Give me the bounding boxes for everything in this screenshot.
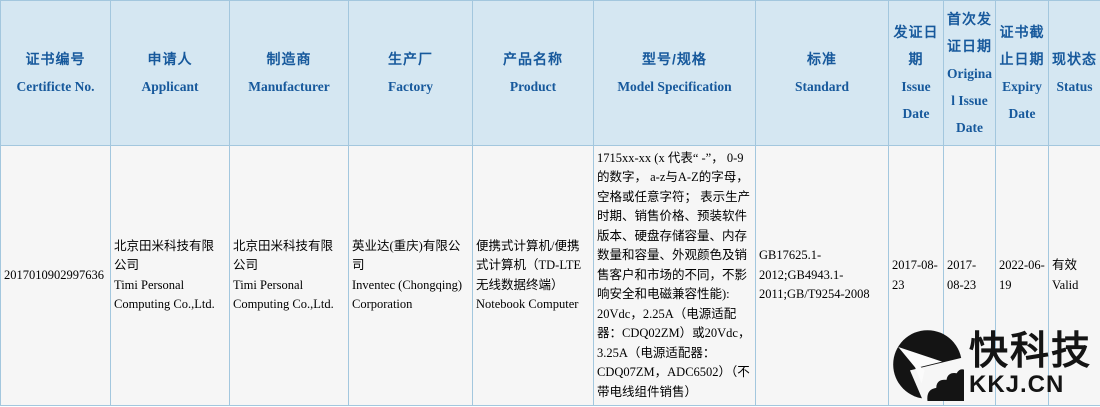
cell-factory: 英业达(重庆)有限公司 Inventec (Chongqing) Corpora… (348, 145, 473, 406)
header-label-zh: 证书编号 (25, 51, 86, 67)
certificate-no-value: 2017010902997636 (4, 267, 104, 282)
watermark-domain: KKJ.CN (968, 371, 1065, 398)
applicant-value: 北京田米科技有限公司 Timi Personal Computing Co.,L… (114, 238, 215, 312)
standard-value: GB17625.1-2012;GB4943.1-2011;GB/T9254-20… (759, 248, 870, 302)
cell-model-specification: 1715xx-xx (x 代表“ -”， 0-9的数字， a-z与A-Z的字母，… (593, 145, 756, 406)
cell-product: 便携式计算机/便携式计算机（TD-LTE无线数据终端） Notebook Com… (472, 145, 594, 406)
header-label-zh: 现状态 (1052, 51, 1097, 67)
column-header-issue-date: 发证日期 Issue Date (888, 0, 944, 146)
model-specification-value: 1715xx-xx (x 代表“ -”， 0-9的数字， a-z与A-Z的字母，… (597, 150, 751, 399)
header-label-en: Standard (794, 79, 850, 94)
header-label-en: Certificte No. (16, 79, 95, 94)
header-label-zh: 申请人 (147, 51, 193, 67)
column-header-factory: 生产厂 Factory (348, 0, 473, 146)
kkj-watermark: 快科技 KKJ.CN (891, 328, 1092, 401)
column-header-applicant: 申请人 Applicant (110, 0, 230, 146)
column-header-original-issue-date: 首次发证日期 Original Issue Date (943, 0, 996, 146)
header-label-zh: 首次发证日期 (947, 10, 992, 54)
column-header-expiry-date: 证书截止日期 Expiry Date (995, 0, 1049, 146)
header-label-en: Expiry Date (1002, 79, 1042, 121)
header-label-zh: 生产厂 (388, 51, 433, 67)
cell-standard: GB17625.1-2012;GB4943.1-2011;GB/T9254-20… (755, 145, 889, 406)
column-header-standard: 标准 Standard (755, 0, 889, 146)
cell-certificate-no: 2017010902997636 (0, 145, 111, 406)
header-label-en: Model Specification (617, 79, 732, 94)
header-label-en: Factory (388, 79, 433, 94)
watermark-brand-zh: 快科技 (968, 330, 1092, 373)
header-label-zh: 发证日期 (893, 24, 939, 67)
product-value: 便携式计算机/便携式计算机（TD-LTE无线数据终端） Notebook Com… (476, 238, 582, 312)
header-label-en: Product (509, 79, 557, 94)
column-header-manufacturer: 制造商 Manufacturer (229, 0, 349, 146)
issue-date-value: 2017-08-23 (892, 258, 938, 292)
certificate-row: 2017010902997636 北京田米科技有限公司 Timi Persona… (0, 145, 1100, 406)
paper-plane-icon (893, 330, 964, 401)
status-value: 有效 Valid (1052, 258, 1079, 292)
header-label-zh: 证书截止日期 (999, 24, 1045, 67)
header-label-zh: 产品名称 (503, 51, 563, 67)
header-row: 证书编号 Certificte No. 申请人 Applicant 制造商 Ma… (0, 0, 1100, 146)
header-label-en: Manufacturer (248, 79, 330, 94)
expiry-date-value: 2022-06-19 (999, 258, 1045, 292)
watermark-text: 快科技 KKJ.CN (968, 330, 1092, 398)
factory-value: 英业达(重庆)有限公司 Inventec (Chongqing) Corpora… (352, 238, 463, 312)
manufacturer-value: 北京田米科技有限公司 Timi Personal Computing Co.,L… (233, 238, 334, 312)
cell-manufacturer: 北京田米科技有限公司 Timi Personal Computing Co.,L… (229, 145, 349, 406)
header-label-en: Applicant (141, 79, 199, 94)
column-header-status: 现状态 Status (1048, 0, 1100, 146)
header-label-en: Original Issue Date (946, 65, 992, 135)
column-header-product: 产品名称 Product (472, 0, 594, 146)
header-label-zh: 制造商 (266, 51, 312, 67)
header-label-zh: 标准 (807, 51, 837, 67)
cell-status: 有效 Valid (1048, 145, 1100, 406)
header-label-en: Issue Date (901, 79, 931, 121)
cell-expiry-date: 2022-06-19 (995, 145, 1049, 406)
column-header-certificate-no: 证书编号 Certificte No. (0, 0, 111, 146)
header-label-zh: 型号/规格 (642, 51, 707, 67)
header-label-en: Status (1056, 79, 1093, 94)
column-header-model-specification: 型号/规格 Model Specification (593, 0, 756, 146)
cell-applicant: 北京田米科技有限公司 Timi Personal Computing Co.,L… (110, 145, 230, 406)
original-issue-date-value: 2017-08-23 (947, 258, 977, 292)
